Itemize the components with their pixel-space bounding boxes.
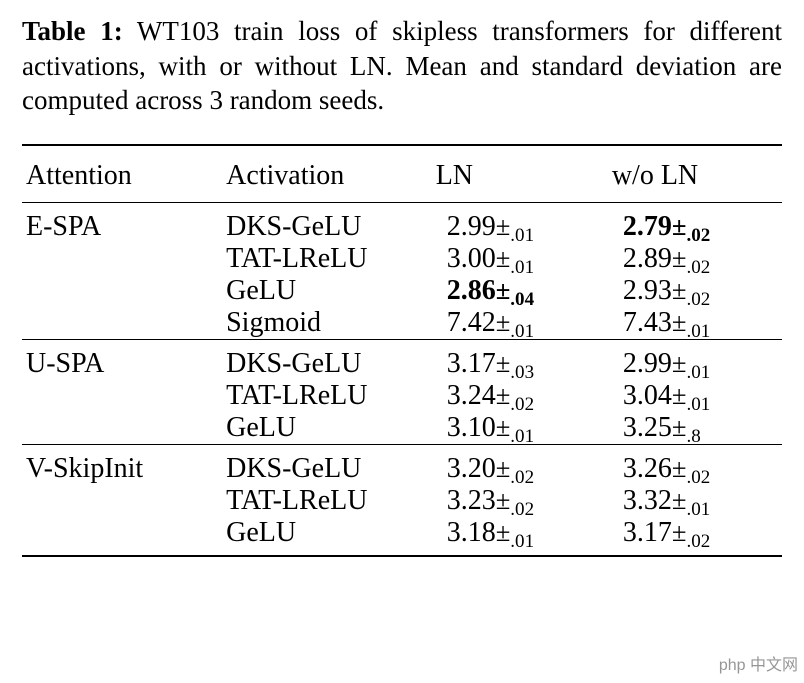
- table-row: GeLU2.86±.042.93±.02: [22, 275, 782, 307]
- value-cell: 2.99±.01: [606, 339, 782, 380]
- attention-cell: [22, 485, 222, 517]
- table-body: E-SPADKS-GeLU2.99±.012.79±.02TAT-LReLU3.…: [22, 202, 782, 556]
- caption-label: Table 1:: [22, 16, 123, 46]
- value-cell: 2.86±.04: [426, 275, 606, 307]
- activation-cell: GeLU: [222, 517, 426, 556]
- watermark-text: php 中文网: [719, 651, 798, 675]
- activation-cell: TAT-LReLU: [222, 485, 426, 517]
- table-row: U-SPADKS-GeLU3.17±.032.99±.01: [22, 339, 782, 380]
- table-row: TAT-LReLU3.24±.023.04±.01: [22, 380, 782, 412]
- table-row: TAT-LReLU3.00±.012.89±.02: [22, 243, 782, 275]
- attention-cell: [22, 517, 222, 556]
- table-row: E-SPADKS-GeLU2.99±.012.79±.02: [22, 202, 782, 243]
- activation-cell: Sigmoid: [222, 307, 426, 340]
- value-cell: 2.93±.02: [606, 275, 782, 307]
- activation-cell: GeLU: [222, 275, 426, 307]
- activation-cell: GeLU: [222, 412, 426, 445]
- value-cell: 2.99±.01: [426, 202, 606, 243]
- results-table: Attention Activation LN w/o LN E-SPADKS-…: [22, 144, 782, 557]
- value-cell: 3.17±.02: [606, 517, 782, 556]
- value-cell: 2.79±.02: [606, 202, 782, 243]
- value-cell: 3.23±.02: [426, 485, 606, 517]
- value-cell: 3.18±.01: [426, 517, 606, 556]
- value-cell: 3.10±.01: [426, 412, 606, 445]
- col-header-ln: LN: [426, 145, 606, 203]
- col-header-attention: Attention: [22, 145, 222, 203]
- attention-cell: E-SPA: [22, 202, 222, 243]
- table-row: GeLU3.18±.013.17±.02: [22, 517, 782, 556]
- value-cell: 7.42±.01: [426, 307, 606, 340]
- activation-cell: TAT-LReLU: [222, 380, 426, 412]
- table-caption: Table 1: WT103 train loss of skipless tr…: [22, 14, 782, 118]
- table-header-row: Attention Activation LN w/o LN: [22, 145, 782, 203]
- attention-cell: V-SkipInit: [22, 444, 222, 485]
- value-cell: 3.20±.02: [426, 444, 606, 485]
- table-row: Sigmoid7.42±.017.43±.01: [22, 307, 782, 340]
- value-cell: 3.25±.8: [606, 412, 782, 445]
- value-cell: 3.00±.01: [426, 243, 606, 275]
- attention-cell: [22, 275, 222, 307]
- value-cell: 3.26±.02: [606, 444, 782, 485]
- activation-cell: DKS-GeLU: [222, 339, 426, 380]
- attention-cell: [22, 243, 222, 275]
- table-row: V-SkipInitDKS-GeLU3.20±.023.26±.02: [22, 444, 782, 485]
- value-cell: 3.24±.02: [426, 380, 606, 412]
- value-cell: 3.32±.01: [606, 485, 782, 517]
- caption-text: WT103 train loss of skipless transformer…: [22, 16, 782, 115]
- attention-cell: [22, 380, 222, 412]
- col-header-wo-ln: w/o LN: [606, 145, 782, 203]
- value-cell: 3.17±.03: [426, 339, 606, 380]
- activation-cell: TAT-LReLU: [222, 243, 426, 275]
- value-cell: 3.04±.01: [606, 380, 782, 412]
- activation-cell: DKS-GeLU: [222, 202, 426, 243]
- activation-cell: DKS-GeLU: [222, 444, 426, 485]
- table-row: TAT-LReLU3.23±.023.32±.01: [22, 485, 782, 517]
- col-header-activation: Activation: [222, 145, 426, 203]
- value-cell: 2.89±.02: [606, 243, 782, 275]
- table-row: GeLU3.10±.013.25±.8: [22, 412, 782, 445]
- attention-cell: U-SPA: [22, 339, 222, 380]
- attention-cell: [22, 412, 222, 445]
- attention-cell: [22, 307, 222, 340]
- value-cell: 7.43±.01: [606, 307, 782, 340]
